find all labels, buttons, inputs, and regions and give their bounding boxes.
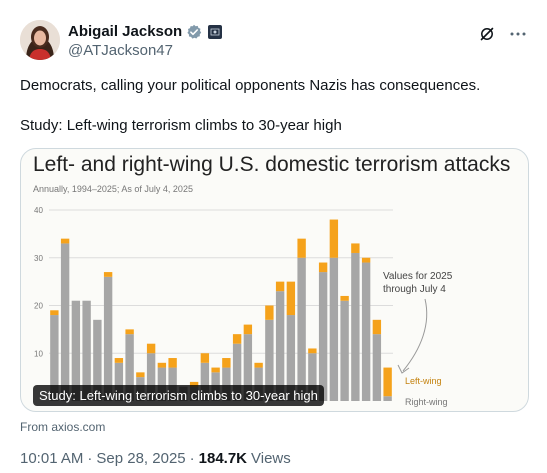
bar-left-wing-2019 — [318, 262, 328, 273]
card-source[interactable]: From axios.com — [20, 420, 106, 434]
bar-right-wing-1995 — [60, 243, 70, 401]
bar-left-wing-2007 — [189, 381, 199, 387]
bar-right-wing-1994 — [50, 315, 59, 401]
bar-left-wing-2009 — [211, 367, 220, 373]
legend-left-wing: Left-wing — [405, 376, 442, 386]
bar-right-wing-2024 — [372, 334, 382, 401]
bar-left-wing-2020 — [329, 219, 339, 258]
bar-left-wing-2022 — [351, 243, 360, 253]
chart-annotation-line-2: through July 4 — [383, 284, 446, 295]
bar-left-wing-2001 — [125, 329, 134, 335]
bar-left-wing-1995 — [60, 238, 70, 244]
meta-separator: · — [87, 450, 93, 467]
bar-left-wing-2021 — [340, 295, 349, 301]
y-tick-label: 10 — [34, 349, 43, 358]
bar-right-wing-1999 — [103, 276, 113, 401]
bar-left-wing-2005 — [168, 358, 177, 368]
bar-right-wing-2017 — [297, 257, 306, 401]
bar-left-wing-2024 — [372, 319, 382, 335]
bar-right-wing-2011 — [232, 343, 242, 401]
bar-left-wing-2014 — [265, 305, 274, 320]
chart-annotation-arrowhead — [397, 364, 410, 374]
bar-left-wing-2002 — [136, 372, 145, 378]
bar-right-wing-2025 — [383, 396, 392, 401]
bar-right-wing-2008 — [200, 362, 210, 401]
verified-badge-icon — [186, 24, 202, 40]
link-card[interactable]: Left- and right-wing U.S. domestic terro… — [20, 148, 529, 412]
bar-right-wing-1996 — [71, 300, 81, 401]
tweet-meta: 10:01 AM · Sep 28, 2025 · 184.7K Views — [20, 450, 291, 467]
bar-left-wing-2011 — [232, 334, 242, 344]
bar-right-wing-2004 — [157, 367, 167, 401]
tweet-line-2: Study: Left-wing terrorism climbs to 30-… — [20, 117, 342, 134]
card-caption[interactable]: Study: Left-wing terrorism climbs to 30-… — [33, 385, 324, 406]
bar-left-wing-2025 — [383, 367, 392, 397]
bar-left-wing-2023 — [361, 257, 371, 263]
bar-left-wing-2010 — [222, 358, 231, 368]
y-tick-label: 40 — [34, 206, 43, 215]
bar-right-wing-2016 — [286, 315, 296, 401]
bar-right-wing-2013 — [254, 367, 263, 401]
tweet-text: Democrats, calling your political oppone… — [20, 76, 535, 136]
bar-left-wing-2015 — [275, 281, 285, 292]
bar-left-wing-1999 — [103, 272, 113, 277]
tweet-date[interactable]: Sep 28, 2025 — [96, 450, 186, 467]
bar-right-wing-2023 — [361, 262, 371, 401]
bar-right-wing-2012 — [243, 334, 253, 401]
bar-right-wing-2020 — [329, 257, 339, 401]
views-label: Views — [251, 450, 291, 467]
bar-right-wing-2003 — [146, 353, 156, 401]
grok-icon[interactable] — [479, 26, 495, 47]
bar-right-wing-1998 — [93, 319, 102, 401]
bar-right-wing-2019 — [318, 272, 328, 401]
bar-right-wing-2018 — [308, 353, 317, 401]
chart-subtitle: Annually, 1994–2025; As of July 4, 2025 — [33, 184, 193, 194]
bar-right-wing-2014 — [265, 319, 274, 401]
avatar[interactable] — [20, 20, 60, 60]
bar-left-wing-2018 — [308, 348, 317, 354]
bar-right-wing-1997 — [82, 300, 91, 401]
bar-left-wing-2004 — [157, 362, 167, 368]
y-tick-label: 30 — [34, 254, 43, 263]
author-name[interactable]: Abigail Jackson — [68, 23, 183, 40]
terrorism-chart: Left- and right-wing U.S. domestic terro… — [33, 153, 510, 407]
bar-left-wing-2016 — [286, 281, 296, 316]
views-count[interactable]: 184.7K — [198, 450, 248, 467]
bar-left-wing-2003 — [146, 343, 156, 354]
bar-left-wing-2017 — [297, 238, 306, 258]
bar-right-wing-2010 — [222, 367, 231, 401]
bar-left-wing-2012 — [243, 324, 253, 335]
bar-left-wing-2000 — [114, 358, 124, 363]
tweet-header: Abigail Jackson @ATJackson47 — [20, 18, 535, 60]
y-tick-label: 20 — [34, 302, 43, 311]
bar-right-wing-2001 — [125, 334, 134, 401]
bar-right-wing-2022 — [351, 252, 360, 401]
chart-title: Left- and right-wing U.S. domestic terro… — [33, 153, 510, 176]
author-handle[interactable]: @ATJackson47 — [68, 42, 173, 59]
bar-left-wing-1994 — [50, 310, 59, 316]
bar-left-wing-2008 — [200, 353, 210, 363]
chart-annotation-line-1: Values for 2025 — [383, 271, 453, 282]
author-name-row: Abigail Jackson — [68, 23, 223, 40]
tweet-actions-top — [479, 26, 527, 47]
more-icon[interactable] — [509, 26, 527, 47]
bar-right-wing-2000 — [114, 362, 124, 401]
bar-left-wing-2013 — [254, 362, 263, 368]
affiliate-badge-icon[interactable] — [208, 24, 223, 39]
tweet-line-1: Democrats, calling your political oppone… — [20, 77, 481, 94]
chart-annotation-arrow — [402, 298, 428, 372]
bar-right-wing-2005 — [168, 367, 177, 401]
legend-right-wing: Right-wing — [405, 397, 448, 407]
bar-right-wing-2015 — [275, 291, 285, 401]
bar-right-wing-2021 — [340, 300, 349, 401]
meta-separator: · — [189, 450, 195, 467]
tweet-time[interactable]: 10:01 AM — [20, 450, 84, 467]
